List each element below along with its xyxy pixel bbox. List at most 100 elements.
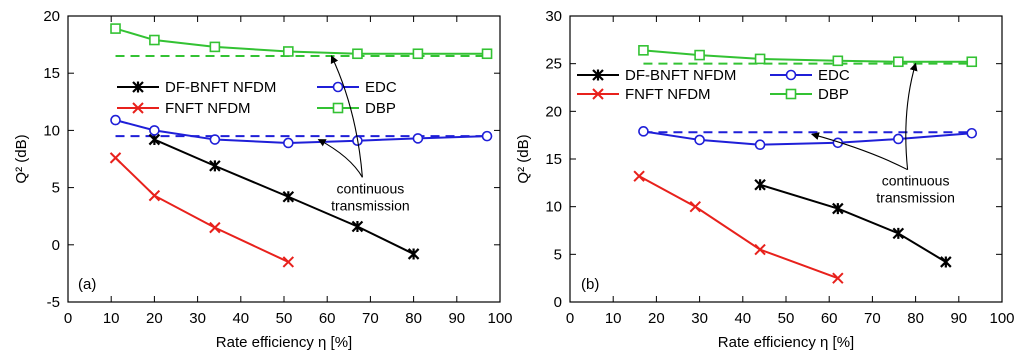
data-point-square — [694, 49, 705, 61]
x-tick-label: 100 — [989, 310, 1014, 327]
data-point-cross — [109, 152, 122, 164]
x-tick-label: 30 — [691, 310, 708, 327]
data-point-square — [110, 23, 121, 34]
series-line — [115, 27, 488, 55]
data-point-cross — [592, 88, 604, 100]
y-axis-label: Q² (dB) — [13, 134, 30, 183]
data-point-circle — [638, 126, 649, 137]
legend-label: DBP — [365, 100, 396, 117]
data-point-circle — [754, 139, 766, 150]
annotation-arrow — [317, 139, 363, 178]
data-point-square — [209, 41, 221, 53]
annotation-text: continuous — [337, 180, 405, 196]
annotation-arrow — [810, 132, 908, 171]
y-tick-label: 15 — [43, 65, 60, 82]
annotation-text: continuous — [882, 173, 950, 189]
y-tick-label: 0 — [554, 294, 562, 311]
x-axis-label: Rate efficiency η [%] — [718, 334, 854, 351]
x-tick-label: 30 — [189, 310, 206, 327]
data-point-circle — [283, 137, 294, 149]
legend-label: FNFT NFDM — [625, 86, 711, 103]
series-line — [759, 183, 947, 263]
x-tick-label: 90 — [950, 310, 967, 327]
data-point-circle — [209, 134, 221, 145]
x-tick-label: 100 — [487, 310, 512, 327]
panel-label: (b) — [581, 276, 599, 293]
data-point-asterisk — [940, 256, 952, 268]
data-point-asterisk — [832, 202, 844, 215]
data-point-circle — [785, 69, 797, 81]
x-tick-label: 90 — [448, 310, 465, 327]
y-tick-label: 10 — [545, 199, 562, 216]
data-point-square — [638, 45, 649, 56]
data-point-circle — [481, 130, 493, 142]
x-tick-label: 40 — [232, 310, 249, 327]
data-point-circle — [149, 125, 160, 136]
x-tick-label: 20 — [648, 310, 665, 327]
legend-label: FNFT NFDM — [165, 100, 251, 117]
data-point-asterisk — [892, 227, 905, 240]
legend-label: DF-BNFT NFDM — [625, 67, 736, 84]
data-point-asterisk — [209, 160, 221, 172]
panel-label: (a) — [78, 276, 96, 293]
data-point-cross — [209, 221, 221, 234]
data-point-square — [754, 53, 766, 65]
y-tick-label: 5 — [52, 180, 60, 197]
data-point-asterisk — [132, 81, 144, 93]
series-line — [115, 119, 488, 144]
annotation-text: transmission — [876, 190, 955, 206]
data-point-asterisk — [407, 248, 420, 260]
data-point-circle — [110, 114, 121, 126]
data-point-square — [149, 34, 160, 46]
y-tick-label: 0 — [52, 237, 60, 254]
data-point-circle — [966, 127, 978, 139]
x-tick-label: 40 — [734, 310, 751, 327]
legend-label: EDC — [365, 79, 397, 96]
x-tick-label: 60 — [319, 310, 336, 327]
y-tick-label: 5 — [554, 246, 562, 263]
data-point-cross — [689, 200, 701, 213]
x-tick-label: 50 — [778, 310, 795, 327]
x-tick-label: 70 — [362, 310, 379, 327]
data-point-square — [893, 56, 904, 68]
data-point-asterisk — [148, 133, 161, 146]
legend-label: DBP — [818, 86, 849, 103]
data-point-circle — [694, 134, 705, 146]
annotation-arrow — [330, 55, 363, 178]
data-point-asterisk — [282, 190, 295, 203]
annotation-arrow — [905, 62, 918, 170]
data-point-cross — [633, 170, 645, 182]
data-point-circle — [332, 81, 344, 93]
y-axis-label: Q² (dB) — [515, 134, 532, 183]
x-tick-label: 10 — [103, 310, 120, 327]
legend-label: EDC — [818, 67, 850, 84]
y-tick-label: 20 — [545, 103, 562, 120]
chart-panel-b: 0 10 20 30 40 50 60 70 80 90 100 0 5 10 15 20 25 30 Rate e… — [515, 8, 1015, 351]
y-tick-label: 30 — [545, 8, 562, 25]
legend-label: DF-BNFT NFDM — [165, 79, 276, 96]
x-tick-label: 80 — [907, 310, 924, 327]
data-point-square — [352, 48, 363, 60]
data-point-square — [412, 48, 424, 60]
y-tick-label: 10 — [43, 122, 60, 139]
data-point-square — [332, 102, 344, 114]
x-tick-label: 0 — [64, 310, 72, 327]
data-point-cross — [148, 189, 161, 202]
x-axis-label: Rate efficiency η [%] — [216, 334, 352, 351]
data-point-cross — [282, 256, 295, 268]
x-tick-label: 60 — [821, 310, 838, 327]
data-point-asterisk — [592, 69, 604, 81]
data-point-circle — [893, 133, 904, 145]
data-point-square — [481, 48, 493, 60]
x-tick-label: 80 — [405, 310, 422, 327]
x-tick-label: 70 — [864, 310, 881, 327]
data-point-square — [283, 46, 294, 57]
series-line — [638, 175, 839, 280]
data-point-circle — [412, 133, 424, 144]
x-tick-label: 10 — [605, 310, 622, 327]
x-tick-label: 50 — [276, 310, 293, 327]
data-point-square — [966, 56, 978, 68]
data-point-cross — [832, 272, 844, 284]
